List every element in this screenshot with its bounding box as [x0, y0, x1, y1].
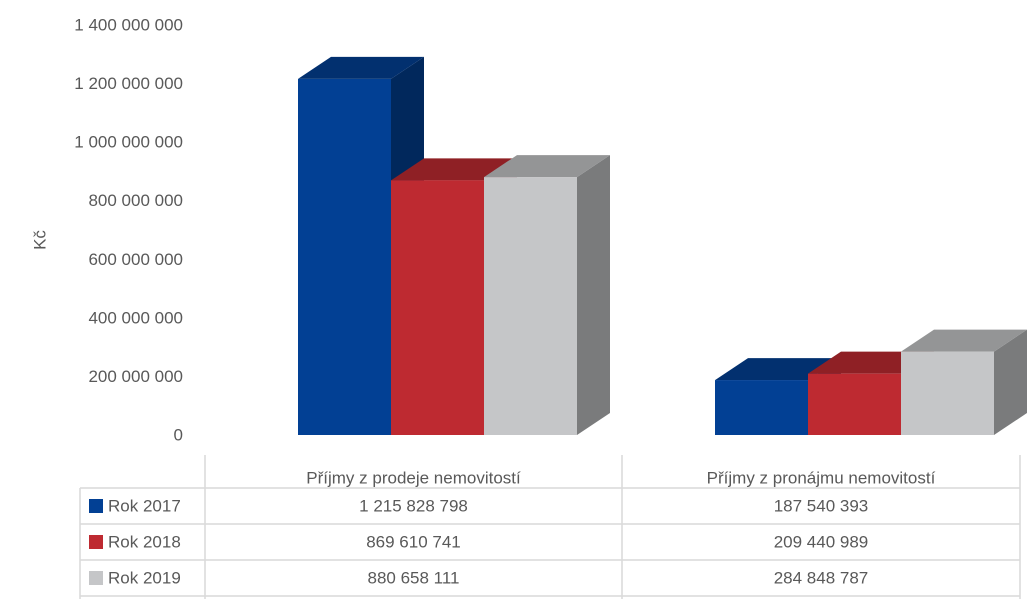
bar-top — [484, 155, 610, 178]
legend-label: Rok 2017 — [108, 497, 181, 516]
legend-label: Rok 2019 — [108, 569, 181, 588]
y-tick-label: 1 200 000 000 — [74, 74, 183, 93]
y-tick-label: 400 000 000 — [88, 308, 183, 327]
bar-top — [298, 56, 424, 79]
legend-label: Rok 2018 — [108, 533, 181, 552]
table-value: 1 215 828 798 — [359, 497, 468, 516]
y-axis: 0 200 000 000 400 000 000 600 000 000 800 00… — [74, 16, 183, 445]
data-table: Příjmy z prodeje nemovitostí Příjmy z pro… — [79, 455, 1021, 599]
bar-front — [715, 380, 808, 435]
bar-front — [901, 351, 994, 435]
category-label: Příjmy z prodeje nemovitostí — [306, 469, 521, 488]
bar-side — [577, 155, 610, 435]
bar — [901, 329, 1027, 435]
y-tick-label: 800 000 000 — [88, 191, 183, 210]
table-value: 284 848 787 — [774, 569, 869, 588]
table-value: 187 540 393 — [774, 497, 869, 516]
legend-swatch — [89, 499, 103, 513]
category-label: Příjmy z pronájmu nemovitostí — [707, 469, 936, 488]
bar-front — [391, 180, 484, 435]
legend-swatch — [89, 535, 103, 549]
bars — [298, 56, 1027, 435]
bar-front — [808, 373, 901, 435]
table-value: 869 610 741 — [366, 533, 461, 552]
y-tick-label: 0 — [174, 426, 183, 445]
bar-front — [298, 78, 391, 435]
bar-front — [484, 177, 577, 435]
y-axis-label: Kč — [31, 230, 50, 250]
y-tick-label: 200 000 000 — [88, 367, 183, 386]
table-value: 209 440 989 — [774, 533, 869, 552]
legend-swatch — [89, 571, 103, 585]
y-tick-label: 1 400 000 000 — [74, 16, 183, 35]
bar — [484, 155, 610, 435]
bar-top — [391, 158, 517, 181]
bar-side — [994, 329, 1027, 435]
bar-top — [901, 329, 1027, 352]
y-tick-label: 1 000 000 000 — [74, 133, 183, 152]
y-tick-label: 600 000 000 — [88, 250, 183, 269]
table-value: 880 658 111 — [367, 569, 459, 588]
